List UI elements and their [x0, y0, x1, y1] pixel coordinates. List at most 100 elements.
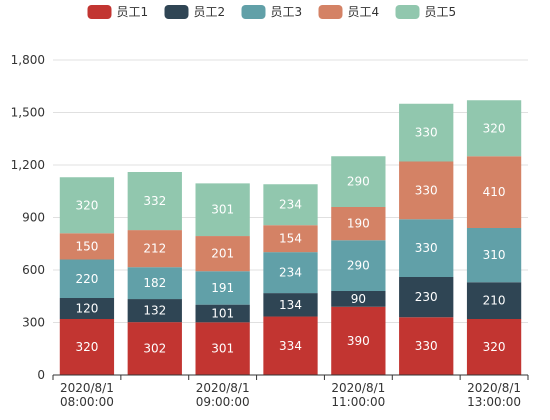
bar-segment[interactable] — [399, 277, 454, 318]
y-tick-label: 1,800 — [11, 53, 45, 67]
bar-segment[interactable] — [331, 240, 386, 291]
legend-item[interactable]: 员工2 — [164, 5, 226, 19]
x-tick-label: 2020/8/1 08:00:00 — [60, 381, 114, 409]
bar-segment[interactable] — [263, 225, 318, 253]
x-tick-label: 2020/8/1 09:00:00 — [196, 381, 250, 409]
bar-value-label: 210 — [483, 294, 506, 308]
legend-item[interactable]: 员工5 — [395, 5, 457, 19]
bar-segment[interactable] — [331, 306, 386, 375]
bar-segment[interactable] — [331, 156, 386, 207]
bar-value-label: 154 — [279, 232, 302, 246]
bar-segment[interactable] — [331, 291, 386, 307]
legend-item[interactable]: 员工3 — [241, 5, 303, 19]
bar-value-label: 230 — [415, 290, 438, 304]
bar-value-label: 410 — [483, 185, 506, 199]
bar-value-label: 234 — [279, 266, 302, 280]
bar-segment[interactable] — [195, 322, 250, 375]
bar-value-label: 330 — [415, 126, 438, 140]
bar-segment[interactable] — [331, 207, 386, 241]
bar-segment[interactable] — [59, 233, 115, 260]
bar-value-label: 234 — [279, 198, 302, 212]
bar-segment[interactable] — [399, 161, 454, 220]
legend-label: 员工3 — [271, 5, 303, 19]
bar-value-label: 334 — [279, 339, 302, 353]
bar-segment[interactable] — [466, 228, 522, 283]
bar-value-label: 302 — [143, 342, 166, 356]
bar-stack: 320 210 310 410 320 — [466, 100, 522, 375]
bars: 320 120 220 150 320 302 132 182 212 332 301 101 191 2… — [59, 100, 522, 375]
y-tick-label: 1,200 — [11, 158, 45, 172]
bar-value-label: 310 — [483, 248, 506, 262]
bar-stack: 301 101 191 201 301 — [195, 183, 250, 375]
bar-segment[interactable] — [263, 316, 318, 375]
y-tick-label: 600 — [22, 263, 45, 277]
bar-value-label: 320 — [483, 121, 506, 135]
legend-label: 员工2 — [194, 5, 226, 19]
legend-swatch — [318, 5, 343, 19]
bar-segment[interactable] — [59, 298, 115, 319]
bar-value-label: 201 — [211, 247, 234, 261]
bar-segment[interactable] — [195, 183, 250, 237]
legend-item[interactable]: 员工4 — [318, 5, 380, 19]
bar-value-label: 320 — [483, 340, 506, 354]
bar-value-label: 132 — [143, 304, 166, 318]
bar-segment[interactable] — [263, 293, 318, 317]
bar-value-label: 220 — [75, 272, 98, 286]
y-tick-label: 0 — [37, 368, 45, 382]
bar-segment[interactable] — [195, 236, 250, 272]
bar-segment[interactable] — [195, 271, 250, 305]
bar-segment[interactable] — [263, 252, 318, 294]
bar-segment[interactable] — [466, 319, 522, 375]
y-tick-label: 900 — [22, 211, 45, 225]
bar-value-label: 212 — [143, 242, 166, 256]
bar-segment[interactable] — [59, 259, 115, 299]
bar-value-label: 101 — [211, 306, 234, 320]
legend-label: 员工1 — [117, 5, 149, 19]
legend-swatch — [164, 5, 189, 19]
y-axis: 0 300 600 900 1,200 1,500 1,800 — [11, 53, 45, 382]
y-tick-label: 1,500 — [11, 106, 45, 120]
bar-segment[interactable] — [466, 282, 522, 319]
legend-item[interactable]: 员工1 — [87, 5, 149, 19]
bar-segment[interactable] — [195, 304, 250, 323]
bar-value-label: 301 — [211, 203, 234, 217]
legend-swatch — [87, 5, 112, 19]
bar-value-label: 330 — [415, 339, 438, 353]
bar-value-label: 182 — [143, 276, 166, 290]
bar-segment[interactable] — [399, 219, 454, 277]
bar-value-label: 330 — [415, 183, 438, 197]
bar-value-label: 301 — [211, 342, 234, 356]
bar-stack: 320 120 220 150 320 — [59, 177, 115, 375]
bar-segment[interactable] — [127, 299, 182, 323]
bar-value-label: 320 — [75, 340, 98, 354]
bar-value-label: 190 — [347, 217, 370, 231]
bar-segment[interactable] — [466, 156, 522, 228]
bar-value-label: 150 — [75, 239, 98, 253]
legend: 员工1 员工2 员工3 员工4 员工5 — [87, 5, 457, 19]
bar-stack: 334 134 234 154 234 — [263, 184, 318, 375]
bar-stack: 330 230 330 330 330 — [399, 103, 454, 375]
bar-value-label: 90 — [351, 292, 366, 306]
bar-value-label: 191 — [211, 281, 234, 295]
bar-segment[interactable] — [59, 319, 115, 375]
x-tick-label: 2020/8/1 11:00:00 — [331, 381, 385, 409]
bar-value-label: 120 — [75, 302, 98, 316]
bar-value-label: 330 — [415, 241, 438, 255]
x-axis: 2020/8/1 08:00:00 2020/8/1 09:00:00 2020/8/1… — [52, 374, 529, 409]
legend-label: 员工4 — [348, 5, 380, 19]
bar-segment[interactable] — [399, 317, 454, 375]
bar-segment[interactable] — [263, 184, 318, 226]
legend-label: 员工5 — [425, 5, 457, 19]
bar-segment[interactable] — [127, 267, 182, 300]
x-tick-label: 2020/8/1 13:00:00 — [467, 381, 521, 409]
bar-segment[interactable] — [127, 322, 182, 375]
bar-segment[interactable] — [127, 230, 182, 268]
bar-segment[interactable] — [399, 103, 454, 162]
bar-segment[interactable] — [127, 172, 182, 231]
bar-segment[interactable] — [59, 177, 115, 234]
bar-value-label: 332 — [143, 194, 166, 208]
bar-segment[interactable] — [466, 100, 522, 157]
bar-value-label: 290 — [347, 175, 370, 189]
